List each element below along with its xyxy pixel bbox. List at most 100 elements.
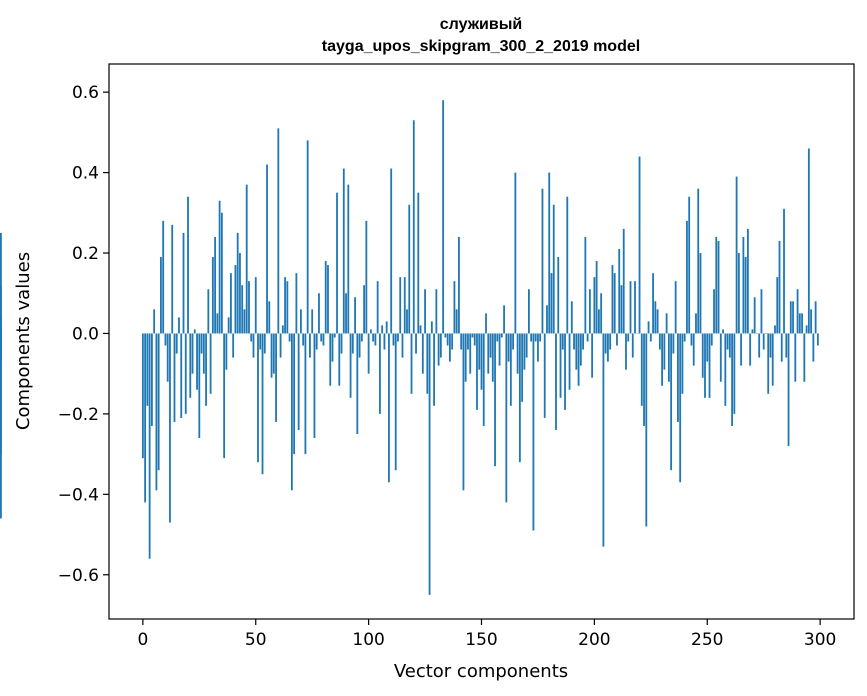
bar-58 (272, 333, 275, 374)
bar-251 (708, 333, 711, 398)
bar-122 (417, 192, 420, 334)
bar-92 (349, 333, 352, 398)
bar-36 (223, 333, 226, 459)
bar-236 (674, 281, 677, 334)
bar-32 (214, 236, 217, 334)
bar-44 (241, 285, 244, 334)
bar-141 (460, 333, 463, 350)
x-axis-ticks: 0 50 100 150 200 250 300 (137, 619, 836, 650)
bar-164 (512, 333, 515, 350)
bar-25 (198, 333, 201, 439)
bar-80 (322, 333, 325, 346)
bar-138 (453, 281, 456, 334)
bar-162 (507, 333, 510, 362)
bar-282 (778, 240, 781, 334)
bar-279 (771, 333, 774, 386)
bar-111 (392, 333, 395, 346)
bar-233 (667, 333, 670, 382)
bar-83 (329, 333, 332, 386)
bar-7 (157, 333, 160, 471)
x-tick-label-250: 250 (691, 630, 723, 650)
bar-125 (424, 289, 426, 334)
bar-191 (573, 333, 575, 350)
bar-213 (622, 228, 625, 334)
bar-220 (638, 156, 641, 334)
bar-69 (297, 333, 300, 430)
bar-17 (180, 333, 183, 418)
bar-215 (627, 333, 630, 342)
bar-230 (661, 333, 664, 386)
y-tick-label-4: 0.2 (72, 244, 99, 264)
bar-61 (279, 333, 282, 358)
bar-54 (263, 333, 266, 354)
bar-224 (647, 321, 650, 334)
bar-114 (399, 277, 402, 334)
bar-200 (593, 277, 596, 334)
bar-168 (521, 333, 524, 402)
bar-177 (541, 188, 544, 334)
bar-121 (415, 333, 417, 354)
bar-5 (153, 309, 156, 334)
bar-228 (656, 309, 659, 334)
bar-144 (467, 333, 469, 350)
bar-154 (489, 333, 492, 358)
bar-229 (658, 333, 661, 350)
bar-263 (735, 176, 738, 334)
bar-98 (363, 285, 366, 334)
bar-127 (428, 333, 431, 595)
bar-290 (796, 289, 799, 334)
bar-291 (798, 313, 801, 334)
bar-250 (706, 333, 709, 362)
bar-155 (491, 333, 494, 382)
y-tick-label-5: 0.4 (72, 164, 99, 184)
bar-252 (710, 333, 713, 346)
bar-68 (295, 273, 298, 334)
x-tick-label-200: 200 (578, 630, 610, 650)
bar-244 (692, 333, 695, 366)
bar-147 (473, 333, 476, 346)
bar-18 (182, 232, 185, 334)
bar-40 (232, 333, 235, 358)
bar-202 (597, 309, 600, 334)
bar-0 (141, 333, 144, 459)
bar-206 (607, 333, 609, 362)
x-tick-label-300: 300 (804, 630, 836, 650)
bar-104 (376, 281, 379, 334)
bar-119 (410, 333, 413, 394)
bar-274 (760, 289, 763, 334)
bar-241 (686, 220, 688, 334)
bar-299 (816, 333, 819, 346)
bar-258 (724, 333, 727, 406)
bar-43 (239, 253, 241, 334)
bar-176 (539, 333, 542, 342)
bar-182 (552, 204, 555, 334)
bar-107 (383, 333, 386, 350)
bar-201 (595, 261, 598, 334)
x-tick-label-0: 0 (137, 630, 148, 650)
bar-22 (191, 333, 194, 374)
bar-170 (525, 333, 528, 358)
bar-148 (476, 333, 478, 410)
bar-99 (365, 220, 368, 334)
bar-172 (530, 333, 533, 342)
bar-271 (753, 297, 756, 334)
bar-261 (731, 333, 733, 426)
bar-63 (284, 277, 286, 334)
bar-46 (245, 184, 248, 334)
bar-210 (616, 333, 618, 346)
bar-268 (746, 228, 749, 334)
bar-254 (715, 236, 718, 334)
bar-84 (331, 333, 334, 362)
bar-52 (259, 333, 262, 350)
bar-284 (783, 208, 785, 334)
bar-37 (225, 333, 228, 370)
bar-178 (543, 333, 546, 418)
bar-77 (315, 333, 318, 350)
bar-123 (419, 325, 422, 334)
bar-197 (586, 333, 589, 342)
bar-248 (701, 333, 704, 378)
bar-34 (218, 200, 221, 334)
bar-134 (444, 333, 447, 338)
bar-259 (726, 333, 729, 350)
